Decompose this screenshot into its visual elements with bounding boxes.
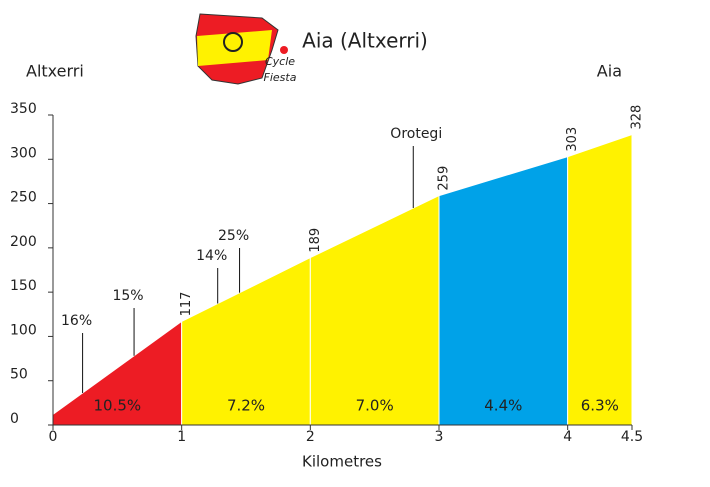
y-tick-label: 300	[10, 145, 37, 161]
y-tick-label: 100	[10, 322, 37, 338]
annotation-label: 15%	[112, 288, 143, 304]
segment-label: 10.5%	[94, 397, 142, 415]
annotation-label: 14%	[196, 248, 227, 264]
annotation-label: Orotegi	[390, 126, 442, 142]
profile-segment	[567, 133, 633, 426]
y-tick-label: 200	[10, 234, 37, 250]
annotation-label: 16%	[61, 313, 92, 329]
vertex-label: 328	[630, 105, 645, 130]
vertex-label: 303	[565, 127, 580, 152]
profile-segment	[438, 155, 569, 426]
x-tick-label: 3	[435, 429, 444, 445]
logo-dot	[280, 46, 288, 54]
vertex-label: 189	[308, 228, 323, 253]
x-tick-label: 1	[177, 429, 186, 445]
y-tick-label: 50	[10, 367, 28, 383]
logo-band	[197, 30, 272, 66]
y-tick-label: 150	[10, 278, 37, 294]
logo-rider	[223, 32, 243, 52]
x-tick-label: 4	[563, 429, 572, 445]
x-tick-label: 2	[306, 429, 315, 445]
segment-label: 7.0%	[356, 397, 394, 415]
profile-segment	[309, 194, 440, 426]
y-tick-label: 350	[10, 101, 37, 117]
logo-text: Cycle	[265, 55, 295, 68]
segment-label: 4.4%	[484, 397, 522, 415]
logo: Cycle Fiesta	[195, 13, 297, 85]
y-tick-label: 0	[10, 411, 19, 427]
chart-title: Aia (Altxerri)	[302, 29, 428, 53]
segment-label: 6.3%	[581, 397, 619, 415]
x-axis-title: Kilometres	[302, 453, 382, 471]
vertex-label: 117	[179, 292, 194, 317]
start-label: Altxerri	[26, 62, 84, 81]
annotation-label: 25%	[218, 228, 249, 244]
x-tick-label: 0	[49, 429, 58, 445]
segment-label: 7.2%	[227, 397, 265, 415]
vertex-label: 259	[437, 166, 452, 191]
end-label: Aia	[597, 62, 622, 81]
y-tick-label: 250	[10, 190, 37, 206]
logo-text: Fiesta	[264, 71, 297, 84]
x-tick-label: 4.5	[621, 429, 643, 445]
